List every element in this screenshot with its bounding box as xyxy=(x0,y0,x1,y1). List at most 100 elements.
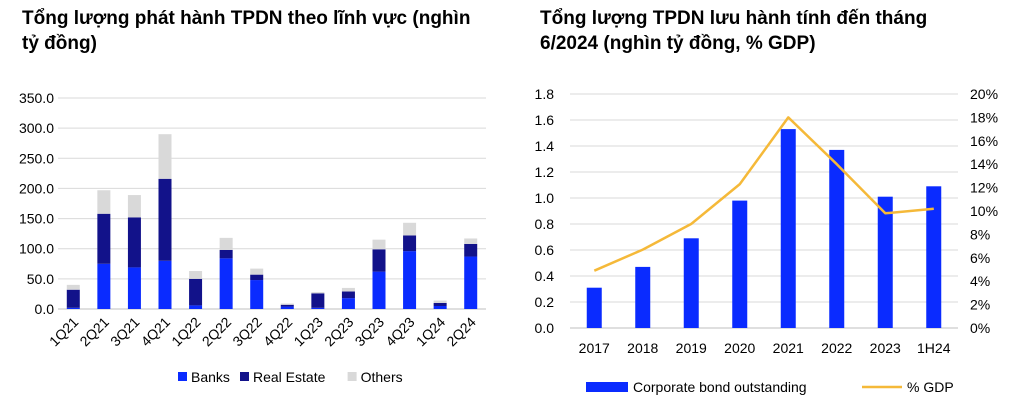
left-legend-swatch xyxy=(178,372,187,381)
right-left-y-tick-label: 0.8 xyxy=(535,216,555,232)
left-bar-real-estate xyxy=(433,302,447,306)
left-bar-others xyxy=(311,292,325,294)
left-legend-label: Others xyxy=(361,369,403,385)
right-right-y-tick-label: 18% xyxy=(970,109,998,125)
left-bar-real-estate xyxy=(97,213,111,264)
left-y-tick-label: 50.0 xyxy=(27,271,54,287)
left-bar-banks xyxy=(97,263,111,309)
left-bar-others xyxy=(433,300,447,303)
right-x-tick-label: 1H24 xyxy=(917,340,951,356)
left-bar-real-estate xyxy=(403,235,417,252)
right-right-y-tick-label: 8% xyxy=(970,226,990,242)
right-right-y-tick-label: 4% xyxy=(970,273,990,289)
left-bar-banks xyxy=(158,260,172,309)
left-x-tick-label: 1Q22 xyxy=(168,314,204,350)
left-bar-banks xyxy=(280,306,294,309)
right-right-y-tick-label: 0% xyxy=(970,320,990,336)
right-bar-outstanding xyxy=(877,196,893,328)
right-x-tick-label: 2021 xyxy=(773,340,804,356)
left-y-tick-label: 350.0 xyxy=(19,90,54,106)
right-left-y-tick-label: 0.4 xyxy=(535,268,555,284)
left-bar-real-estate xyxy=(189,278,203,306)
left-y-tick-label: 250.0 xyxy=(19,150,54,166)
left-x-tick-label: 2Q21 xyxy=(76,314,112,350)
left-x-tick-label: 4Q21 xyxy=(138,314,174,350)
left-bar-banks xyxy=(219,258,233,309)
left-legend-label: Banks xyxy=(191,369,230,385)
left-bar-others xyxy=(97,190,111,214)
left-bar-others xyxy=(66,284,80,290)
left-bar-real-estate xyxy=(464,243,478,257)
left-bar-others xyxy=(127,195,141,218)
left-bar-real-estate xyxy=(219,249,233,259)
left-bar-real-estate xyxy=(341,291,355,299)
left-x-tick-label: 1Q21 xyxy=(46,314,82,350)
right-left-y-tick-label: 1.0 xyxy=(535,190,555,206)
left-y-tick-label: 100.0 xyxy=(19,241,54,257)
left-x-tick-label: 4Q22 xyxy=(260,314,296,350)
left-bar-real-estate xyxy=(311,293,325,308)
right-left-y-tick-label: 1.8 xyxy=(535,86,555,102)
left-bar-others xyxy=(219,237,233,250)
left-bar-others xyxy=(372,239,386,250)
right-legend-bar-label: Corporate bond outstanding xyxy=(633,379,807,395)
left-x-tick-label: 3Q23 xyxy=(352,314,388,350)
right-x-tick-label: 2022 xyxy=(821,340,852,356)
left-legend-label: Real Estate xyxy=(253,369,326,385)
right-left-y-tick-label: 0.2 xyxy=(535,294,555,310)
left-bar-others xyxy=(250,268,264,275)
left-bar-real-estate xyxy=(158,178,172,261)
left-bar-banks xyxy=(66,307,80,309)
left-bar-banks xyxy=(189,305,203,309)
right-right-y-tick-label: 10% xyxy=(970,203,998,219)
left-bar-others xyxy=(280,303,294,305)
left-x-tick-label: 1Q23 xyxy=(290,314,326,350)
left-x-tick-label: 2Q23 xyxy=(321,314,357,350)
right-left-y-tick-label: 1.4 xyxy=(535,138,555,154)
right-left-y-tick-label: 0.0 xyxy=(535,320,555,336)
right-bar-outstanding xyxy=(780,129,796,328)
right-right-y-tick-label: 14% xyxy=(970,156,998,172)
right-x-tick-label: 2019 xyxy=(676,340,707,356)
left-bar-others xyxy=(189,271,203,279)
left-chart-title: Tổng lượng phát hành TPDN theo lĩnh vực … xyxy=(22,8,471,54)
right-x-tick-label: 2018 xyxy=(627,340,658,356)
left-x-tick-label: 3Q22 xyxy=(229,314,265,350)
left-bar-banks xyxy=(311,307,325,309)
right-right-y-tick-label: 2% xyxy=(970,297,990,313)
right-line-gdp xyxy=(593,116,934,272)
left-bar-banks xyxy=(250,280,264,309)
right-legend-line-label: % GDP xyxy=(907,379,954,395)
left-bar-real-estate xyxy=(66,289,80,308)
right-bar-outstanding xyxy=(732,200,748,328)
left-bar-others xyxy=(158,134,172,179)
left-legend-swatch xyxy=(347,372,357,381)
left-x-tick-label: 4Q23 xyxy=(382,314,418,350)
left-y-tick-label: 0.0 xyxy=(35,301,55,317)
left-bar-real-estate xyxy=(127,217,141,268)
right-x-tick-label: 2017 xyxy=(579,340,610,356)
right-bar-outstanding xyxy=(683,238,699,328)
left-y-tick-label: 300.0 xyxy=(19,120,54,136)
right-right-y-tick-label: 20% xyxy=(970,86,998,102)
right-legend-bar-swatch xyxy=(586,382,628,392)
right-left-y-tick-label: 1.2 xyxy=(535,164,555,180)
right-right-y-tick-label: 16% xyxy=(970,133,998,149)
left-x-tick-label: 2Q22 xyxy=(199,314,235,350)
left-bar-others xyxy=(403,222,417,236)
left-bar-others xyxy=(341,287,355,292)
left-bar-banks xyxy=(403,251,417,309)
left-bar-banks xyxy=(127,267,141,309)
right-x-tick-label: 2023 xyxy=(870,340,901,356)
left-bar-real-estate xyxy=(280,304,294,307)
left-bar-banks xyxy=(464,256,478,309)
left-x-tick-label: 1Q24 xyxy=(413,314,449,350)
right-left-y-tick-label: 1.6 xyxy=(535,112,555,128)
left-x-tick-label: 3Q21 xyxy=(107,314,143,350)
left-bar-banks xyxy=(372,271,386,309)
left-y-tick-label: 150.0 xyxy=(19,211,54,227)
left-y-tick-label: 200.0 xyxy=(19,180,54,196)
right-right-y-tick-label: 6% xyxy=(970,250,990,266)
left-x-tick-label: 2Q24 xyxy=(443,314,479,350)
left-bar-others xyxy=(464,238,478,244)
